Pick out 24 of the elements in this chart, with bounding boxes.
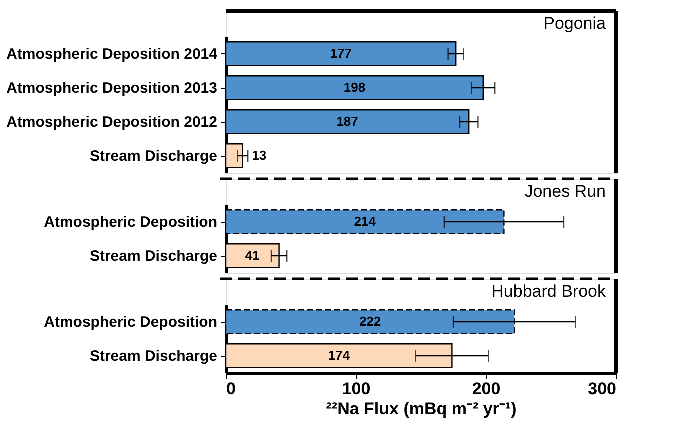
y-tick-label: Stream Discharge (90, 348, 218, 365)
y-tick-label: Atmospheric Deposition (44, 214, 218, 231)
y-tick-label: Stream Discharge (90, 148, 218, 165)
x-axis-title: ²²Na Flux (mBq m⁻² yr⁻¹) (326, 400, 517, 418)
data-label: 198 (344, 80, 366, 95)
x-tick-label: 300 (588, 380, 616, 398)
data-label: 41 (245, 248, 260, 263)
data-label: 13 (252, 148, 267, 163)
y-tick-label: Atmospheric Deposition 2013 (6, 80, 218, 97)
data-label: 174 (328, 348, 351, 363)
y-tick-label: Atmospheric Deposition (44, 314, 218, 331)
x-tick-label: 100 (342, 380, 371, 398)
data-label: 187 (336, 114, 358, 129)
y-tick-label: Atmospheric Deposition 2012 (6, 114, 218, 131)
x-tick-label: 0 (226, 380, 236, 398)
annotation: Jones Run (524, 182, 606, 201)
data-label: 214 (354, 214, 377, 229)
data-label: 177 (330, 46, 352, 61)
data-label: 222 (359, 314, 382, 329)
y-tick-label: Stream Discharge (90, 248, 218, 265)
x-tick-label: 200 (472, 380, 501, 398)
y-tick-label: Atmospheric Deposition 2014 (6, 46, 218, 63)
annotation: Hubbard Brook (492, 282, 606, 301)
annotation: Pogonia (544, 14, 607, 33)
